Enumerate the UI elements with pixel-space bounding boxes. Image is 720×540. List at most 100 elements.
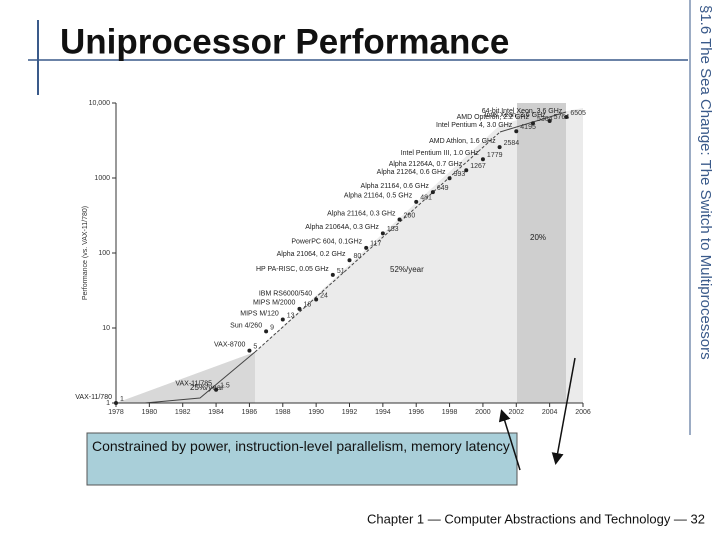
value-label: 6505: [570, 110, 586, 117]
x-tick-label: 1998: [442, 409, 458, 416]
point-name: Alpha 21264A, 0.7 GHz: [389, 161, 463, 168]
y-tick-label: 10,000: [89, 100, 111, 107]
point-name: AMD Athlon, 1.6 GHz: [429, 138, 496, 145]
data-point: [447, 176, 452, 181]
slide-title: Uniprocessor Performance: [60, 22, 509, 61]
point-name: 64-bit Intel Xeon, 3.6 GHz: [482, 108, 563, 115]
data-point: [214, 387, 219, 392]
value-label: 24: [320, 292, 328, 299]
y-tick-label: 10: [102, 325, 110, 332]
y-tick-label: 100: [98, 250, 110, 257]
x-tick-label: 2000: [475, 409, 491, 416]
value-label: 2584: [504, 140, 520, 147]
value-label: 280: [404, 212, 416, 219]
y-axis-label: Performance (vs. VAX-11/780): [82, 206, 89, 300]
value-label: 1.5: [220, 383, 230, 390]
data-point: [397, 217, 402, 222]
value-label: 4195: [520, 124, 536, 131]
data-point: [464, 168, 469, 173]
point-name: Alpha 21164, 0.5 GHz: [344, 193, 413, 200]
point-name: Intel Xeon, 3.6 GHz: [485, 112, 547, 119]
data-point: [497, 145, 502, 150]
value-label: 183: [387, 226, 399, 233]
data-point: [547, 118, 552, 123]
value-label: 1: [120, 396, 124, 403]
data-point: [247, 348, 252, 353]
point-name: PowerPC 604, 0.1GHz: [291, 239, 362, 246]
value-label: 5364: [537, 116, 553, 123]
footer: Chapter 1 — Computer Abstractions and Te…: [367, 511, 705, 526]
data-point: [514, 129, 519, 134]
x-tick-label: 1984: [208, 409, 224, 416]
x-tick-label: 1986: [242, 409, 258, 416]
annotation: 52%/year: [390, 265, 424, 274]
point-name: Intel Pentium III, 1.0 GHz: [401, 150, 480, 157]
data-point: [264, 329, 269, 334]
x-tick-label: 1988: [275, 409, 291, 416]
value-label: 13: [287, 312, 295, 319]
point-name: VAX-8700: [214, 341, 245, 348]
value-label: 9: [270, 324, 274, 331]
point-name: Alpha 21064A, 0.3 GHz: [305, 224, 379, 231]
value-label: 117: [370, 241, 381, 248]
point-name: HP PA-RISC, 0.05 GHz: [256, 266, 329, 273]
data-point: [314, 297, 319, 302]
value-label: 5: [253, 343, 257, 350]
value-label: 993: [454, 171, 466, 178]
section-label: §1.6 The Sea Change: The Switch to Multi…: [697, 5, 714, 360]
data-point: [380, 231, 385, 236]
value-label: 5764: [554, 114, 570, 121]
point-name: MIPS M/120: [240, 310, 279, 317]
data-point: [480, 157, 485, 162]
value-label: 18: [303, 302, 311, 309]
value-label: 80: [354, 253, 362, 260]
arrow: [551, 357, 576, 465]
shaded-region: [116, 108, 583, 403]
y-tick-label: 1000: [94, 175, 110, 182]
shaded-region: [116, 352, 255, 403]
x-tick-label: 2004: [542, 409, 558, 416]
data-point: [530, 121, 535, 126]
point-name: Alpha 21164, 0.6 GHz: [361, 183, 430, 190]
x-tick-label: 1990: [308, 409, 324, 416]
data-point: [297, 306, 302, 311]
data-point: [280, 317, 285, 322]
trend-line: [144, 351, 256, 404]
point-name: Alpha 21164, 0.3 GHz: [327, 210, 396, 217]
point-name: VAX-11/785: [175, 381, 212, 388]
data-point: [114, 401, 118, 405]
point-name: Alpha 21064, 0.2 GHz: [277, 251, 346, 258]
arrow: [498, 409, 521, 471]
point-name: IBM RS6000/540: [259, 290, 312, 297]
callout-text: Constrained by power, instruction-level …: [92, 438, 510, 454]
data-point: [347, 258, 352, 263]
value-label: 1267: [470, 163, 486, 170]
point-name: Intel Pentium 4, 3.0 GHz: [436, 122, 513, 129]
value-label: 649: [437, 185, 449, 192]
data-point: [364, 245, 369, 250]
x-tick-label: 1978: [108, 409, 124, 416]
shaded-band: [517, 103, 566, 403]
value-label: 1779: [487, 152, 503, 159]
callout-box: [86, 432, 518, 486]
value-label: 481: [420, 195, 432, 202]
x-tick-label: 2006: [575, 409, 591, 416]
data-point: [330, 272, 335, 277]
point-name: Alpha 21264, 0.6 GHz: [377, 169, 446, 176]
x-tick-label: 1980: [142, 409, 158, 416]
annotation: 25%/year: [190, 383, 224, 392]
x-tick-label: 1994: [375, 409, 391, 416]
data-point: [414, 199, 419, 204]
callout-wrap: Constrained by power, instruction-level …: [92, 438, 510, 454]
data-point: [430, 190, 435, 195]
x-tick-label: 2002: [508, 409, 524, 416]
x-tick-label: 1992: [342, 409, 358, 416]
point-name: AMD Opteron, 2.2 GHz: [457, 114, 530, 121]
x-tick-label: 1982: [175, 409, 191, 416]
data-point: [564, 115, 569, 120]
point-name: Sun 4/260: [230, 322, 262, 329]
y-tick-label: 1: [106, 400, 110, 407]
annotation: 20%: [530, 233, 546, 242]
value-label: 51: [337, 268, 345, 275]
